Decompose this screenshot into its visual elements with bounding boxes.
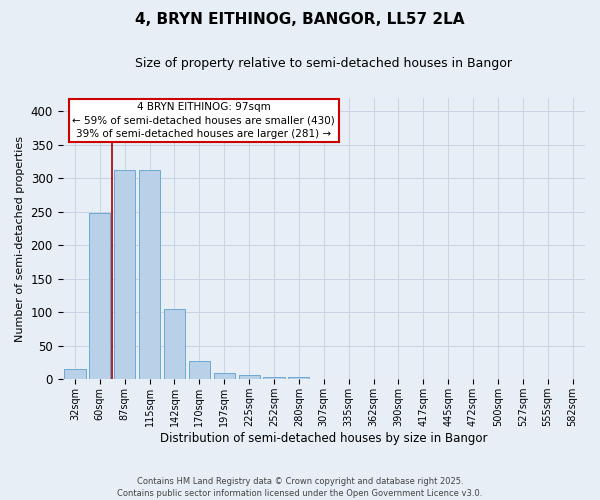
Bar <box>289 376 310 380</box>
X-axis label: Distribution of semi-detached houses by size in Bangor: Distribution of semi-detached houses by … <box>160 432 488 445</box>
Bar <box>114 170 136 380</box>
Bar <box>189 360 210 380</box>
Text: Contains HM Land Registry data © Crown copyright and database right 2025.
Contai: Contains HM Land Registry data © Crown c… <box>118 476 482 498</box>
Y-axis label: Number of semi-detached properties: Number of semi-detached properties <box>15 136 25 342</box>
Bar <box>214 374 235 380</box>
Bar <box>64 370 86 380</box>
Bar <box>263 376 284 380</box>
Bar <box>562 378 583 380</box>
Title: Size of property relative to semi-detached houses in Bangor: Size of property relative to semi-detach… <box>135 58 512 70</box>
Text: 4, BRYN EITHINOG, BANGOR, LL57 2LA: 4, BRYN EITHINOG, BANGOR, LL57 2LA <box>135 12 465 28</box>
Bar <box>139 170 160 380</box>
Bar <box>89 212 110 380</box>
Bar <box>413 378 434 380</box>
Bar <box>164 309 185 380</box>
Text: 4 BRYN EITHINOG: 97sqm
← 59% of semi-detached houses are smaller (430)
39% of se: 4 BRYN EITHINOG: 97sqm ← 59% of semi-det… <box>72 102 335 139</box>
Bar <box>239 376 260 380</box>
